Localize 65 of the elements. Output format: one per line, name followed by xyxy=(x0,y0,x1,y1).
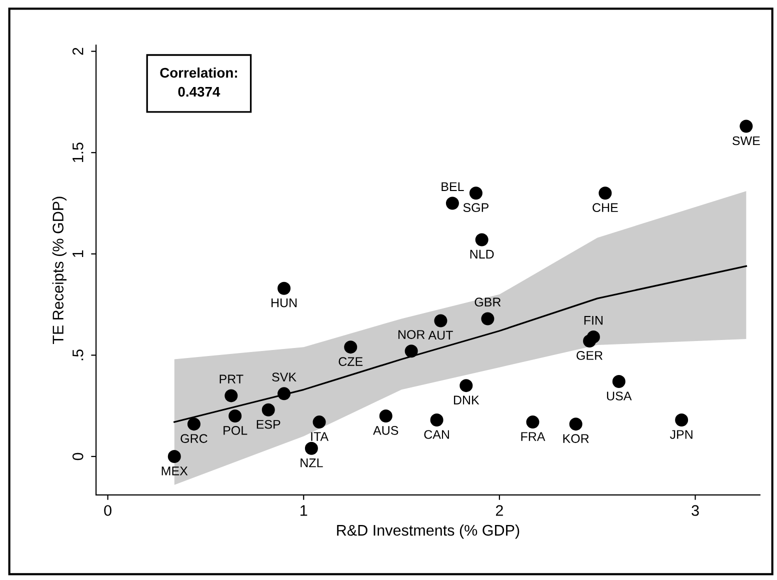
point xyxy=(460,379,473,392)
point xyxy=(430,414,444,427)
data-label: AUS xyxy=(373,426,398,435)
data-label: JPN xyxy=(670,430,692,439)
data-label: GER xyxy=(576,351,602,360)
data-label: DNK xyxy=(454,396,480,404)
x-tick-label: 1 xyxy=(300,505,308,516)
point xyxy=(740,120,753,133)
point xyxy=(168,450,181,463)
point xyxy=(224,389,238,402)
x-tick-label: 3 xyxy=(692,505,699,516)
y-tick-label: .5 xyxy=(72,349,84,360)
data-label: KOR xyxy=(563,434,589,443)
data-label: SVK xyxy=(272,372,296,382)
data-label: BEL xyxy=(442,182,464,191)
data-label: MEX xyxy=(162,466,188,476)
data-label: NOR xyxy=(398,330,425,339)
data-label: HUN xyxy=(272,298,297,308)
point xyxy=(344,340,358,354)
annotation: Correlation: 0.4374 xyxy=(160,68,237,97)
data-label: ITA xyxy=(311,432,329,441)
data-label: GBR xyxy=(474,298,501,307)
y-tick-label: 1.5 xyxy=(72,142,84,162)
data-label: SGP xyxy=(463,203,488,212)
point xyxy=(569,418,582,431)
point xyxy=(526,416,540,429)
y-tick-label: 1 xyxy=(72,250,84,257)
point xyxy=(434,314,448,328)
data-label: FRA xyxy=(521,432,546,441)
x-tick-label: 0 xyxy=(104,505,112,516)
point xyxy=(278,282,291,295)
point xyxy=(304,442,318,455)
data-label: NZL xyxy=(300,458,323,468)
data-label: FIN xyxy=(584,316,602,325)
data-label: PRT xyxy=(220,374,244,384)
point xyxy=(469,186,482,200)
y-tick-label: 0 xyxy=(72,452,84,460)
point xyxy=(404,344,418,358)
point xyxy=(586,330,600,344)
x-tick-label: 2 xyxy=(496,505,503,516)
data-label: CHE xyxy=(592,203,618,212)
y-tick-label: 2 xyxy=(72,48,84,55)
point xyxy=(598,186,612,200)
data-label: AUT xyxy=(428,330,453,340)
point xyxy=(187,418,200,431)
data-label: ESP xyxy=(256,420,280,429)
point xyxy=(481,312,494,326)
data-label: POL xyxy=(224,426,248,435)
point xyxy=(262,403,275,416)
data-label: NLD xyxy=(470,250,494,258)
data-label: CZE xyxy=(338,357,363,366)
point xyxy=(228,409,242,422)
point xyxy=(278,387,291,400)
data-label: USA xyxy=(607,392,632,400)
data-label: CAN xyxy=(424,430,449,439)
point xyxy=(675,414,688,427)
point xyxy=(446,196,459,210)
point xyxy=(475,233,488,246)
data-label: GRC xyxy=(180,434,208,443)
data-label: SWE xyxy=(732,136,760,146)
y-axis-title: TE Receipts (% GDP) xyxy=(52,196,67,344)
point xyxy=(312,416,326,429)
x-axis-title: R&D Investments (% GDP) xyxy=(337,524,520,539)
point xyxy=(612,375,626,388)
point xyxy=(379,409,392,422)
